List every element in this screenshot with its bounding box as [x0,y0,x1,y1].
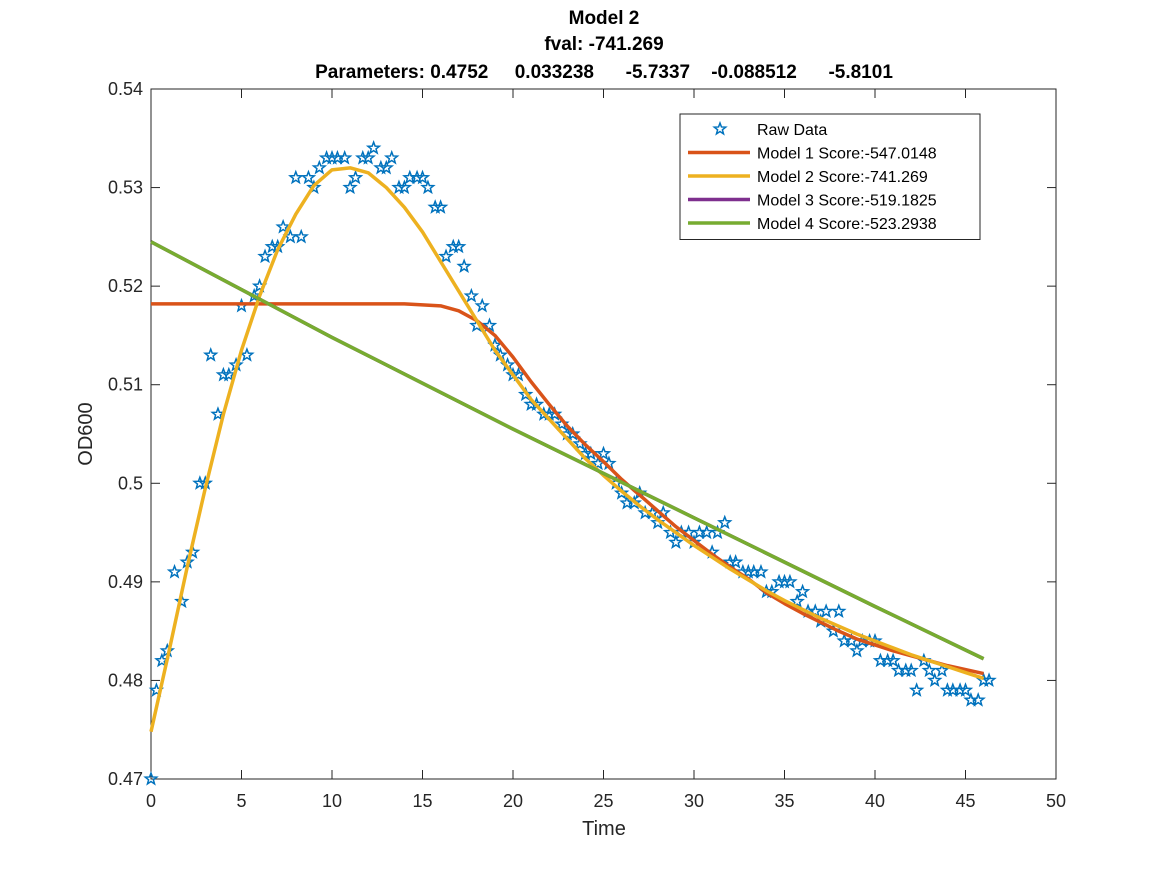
legend-label: Model 1 Score:-547.0148 [757,146,937,163]
chart-title: Model 2 [569,8,640,29]
y-axis-label: OD600 [75,402,97,465]
data-point [921,662,938,678]
data-point [818,603,834,619]
data-point [546,406,563,421]
data-point [885,652,901,668]
data-point [981,672,997,688]
data-point [831,603,847,619]
data-point [383,149,400,165]
data-point [450,238,467,254]
data-point [517,386,534,402]
data-point [174,593,190,609]
legend-label: Raw Data [757,122,827,139]
data-point [202,346,219,362]
data-point [908,682,925,697]
data-point [221,366,237,382]
data-point [903,662,919,678]
x-tick-label: 30 [684,791,704,811]
data-point [420,179,436,195]
data-point [613,484,630,500]
x-axis-label: Time [582,818,626,840]
data-point [438,248,454,264]
data-point [306,179,322,195]
x-tick-label: 50 [1046,791,1066,811]
data-line [151,302,984,676]
data-point [970,691,986,707]
data-point [717,514,733,530]
y-tick-label: 0.51 [108,375,143,395]
data-point [957,682,974,697]
data-point [143,770,159,786]
x-tick-label: 10 [322,791,342,811]
data-point [342,179,358,195]
y-tick-label: 0.48 [108,670,143,690]
data-point [782,573,798,589]
data-point [481,317,498,333]
y-tick-label: 0.53 [108,178,143,198]
y-tick-label: 0.54 [108,79,143,99]
data-line [149,166,985,733]
x-tick-label: 25 [593,791,613,811]
data-point [378,159,395,175]
y-tick-label: 0.52 [108,276,143,296]
data-point [311,159,328,175]
data-point [474,297,490,313]
x-tick-label: 0 [146,791,156,811]
data-point [184,544,201,559]
data-line [150,240,985,661]
chart-subtitle: Parameters: 0.4752 0.033238 -5.7337 -0.0… [315,62,893,83]
data-point [626,494,643,510]
data-point [849,642,865,658]
data-point [463,287,480,303]
x-tick-label: 40 [865,791,885,811]
data-point [414,169,431,185]
data-point [668,534,684,550]
x-tick-label: 35 [774,791,794,811]
data-point [257,248,273,264]
data-point [396,179,413,195]
data-point [288,169,304,185]
data-point [347,169,364,185]
data-point [166,563,183,579]
data-point [360,149,376,165]
x-tick-label: 45 [955,791,975,811]
data-point [595,445,612,461]
legend-label: Model 3 Score:-519.1825 [757,193,937,210]
y-tick-label: 0.47 [108,769,143,789]
x-tick-label: 20 [503,791,523,811]
data-point [934,662,950,678]
data-point [432,199,449,214]
data-point [753,563,769,579]
data-point [293,228,309,244]
data-point [456,258,472,274]
data-point [794,583,811,599]
legend-label: Model 2 Score:-741.269 [757,169,928,186]
data-point [300,169,317,185]
data-point [926,672,943,688]
data-point [727,553,744,569]
legend-marker [712,120,728,136]
data-point [564,425,581,441]
data-point [336,149,353,165]
data-point [275,218,291,234]
x-tick-label: 5 [236,791,246,811]
y-tick-label: 0.49 [108,572,143,592]
data-point [789,593,805,609]
x-tick-label: 15 [412,791,432,811]
chart-subtitle: fval: -741.269 [544,34,663,55]
y-tick-label: 0.5 [118,473,143,493]
data-point [365,139,382,155]
data-point [239,346,255,362]
legend-label: Model 4 Score:-523.2938 [757,216,937,233]
